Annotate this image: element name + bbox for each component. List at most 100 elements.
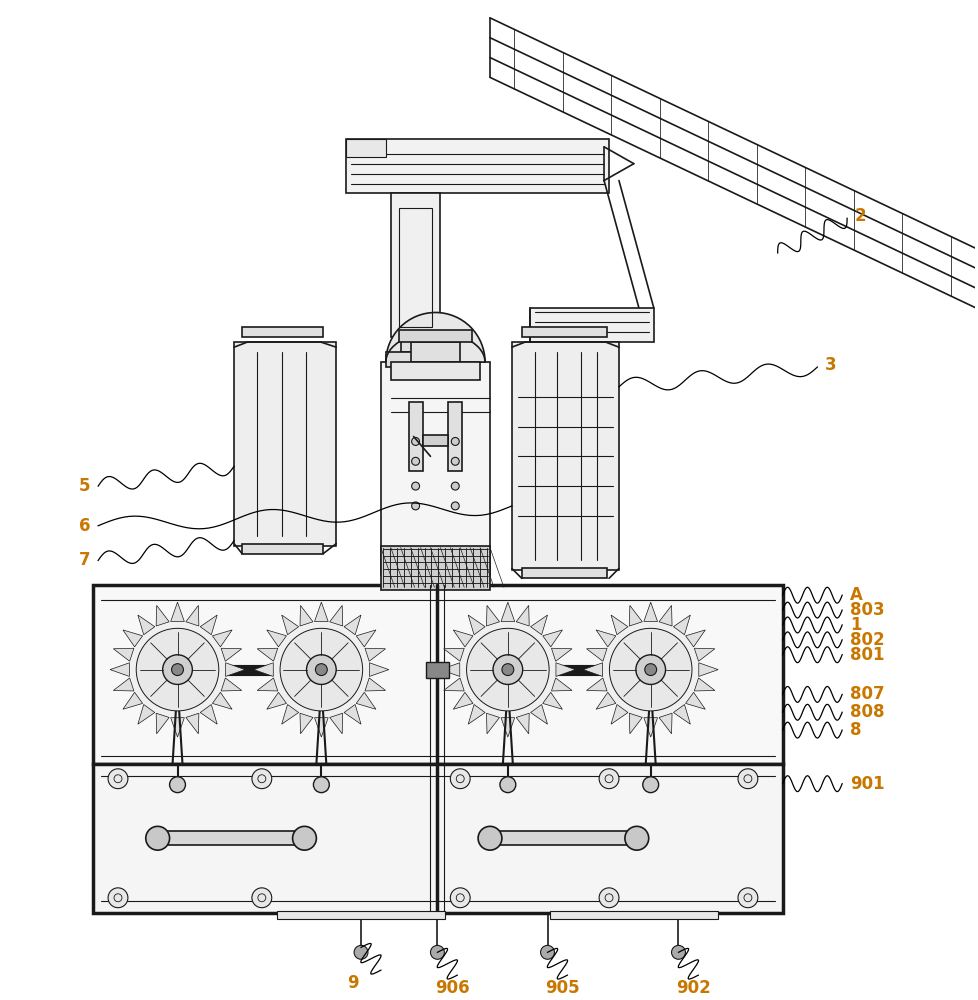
Polygon shape <box>156 605 169 626</box>
Text: 906: 906 <box>434 979 469 997</box>
Bar <box>346 139 608 193</box>
Bar <box>408 402 422 471</box>
Circle shape <box>451 502 459 510</box>
Circle shape <box>451 482 459 490</box>
Polygon shape <box>658 713 671 734</box>
Circle shape <box>500 777 515 793</box>
Text: 901: 901 <box>849 775 884 793</box>
Polygon shape <box>610 704 627 724</box>
Polygon shape <box>299 713 313 734</box>
Polygon shape <box>586 648 606 661</box>
Bar <box>385 352 445 367</box>
Polygon shape <box>586 678 606 691</box>
Polygon shape <box>110 663 129 676</box>
Bar <box>93 764 781 913</box>
Bar <box>165 664 189 676</box>
Polygon shape <box>658 605 671 626</box>
Polygon shape <box>200 615 217 635</box>
Circle shape <box>411 437 420 445</box>
Bar <box>400 334 430 352</box>
Circle shape <box>251 769 272 789</box>
Circle shape <box>313 777 329 793</box>
Polygon shape <box>644 602 657 622</box>
Polygon shape <box>515 713 529 734</box>
Polygon shape <box>314 602 328 622</box>
Polygon shape <box>186 605 199 626</box>
Polygon shape <box>596 630 615 647</box>
Polygon shape <box>343 615 361 635</box>
Polygon shape <box>551 648 571 661</box>
Circle shape <box>459 621 556 718</box>
Circle shape <box>624 826 648 850</box>
Polygon shape <box>356 692 376 709</box>
Bar <box>242 544 323 554</box>
Polygon shape <box>221 648 242 661</box>
Polygon shape <box>225 663 244 676</box>
Circle shape <box>169 777 185 793</box>
Polygon shape <box>644 718 657 737</box>
Text: 6: 6 <box>78 517 90 535</box>
Bar <box>390 362 479 380</box>
Bar <box>234 342 335 546</box>
Bar <box>380 546 490 590</box>
Circle shape <box>599 769 618 789</box>
Bar <box>448 402 462 471</box>
Polygon shape <box>542 692 561 709</box>
Circle shape <box>601 621 698 718</box>
Text: 7: 7 <box>78 551 90 569</box>
Bar <box>398 330 471 342</box>
Circle shape <box>315 664 327 676</box>
Circle shape <box>540 945 554 959</box>
Bar <box>309 664 333 676</box>
Polygon shape <box>330 713 342 734</box>
Text: 902: 902 <box>675 979 710 997</box>
Wedge shape <box>385 312 484 362</box>
Polygon shape <box>440 663 460 676</box>
Circle shape <box>162 655 192 684</box>
Polygon shape <box>673 704 689 724</box>
Text: 8: 8 <box>849 721 861 739</box>
Circle shape <box>450 769 469 789</box>
Bar <box>93 585 781 764</box>
Polygon shape <box>583 663 602 676</box>
Bar <box>511 342 618 570</box>
Circle shape <box>608 628 691 711</box>
Polygon shape <box>212 692 232 709</box>
Circle shape <box>273 621 370 718</box>
Polygon shape <box>156 713 169 734</box>
Polygon shape <box>542 630 561 647</box>
Text: 803: 803 <box>849 601 884 619</box>
Bar <box>422 435 448 446</box>
Circle shape <box>737 888 757 908</box>
Polygon shape <box>123 630 143 647</box>
Polygon shape <box>138 704 155 724</box>
Polygon shape <box>685 630 704 647</box>
Polygon shape <box>596 692 615 709</box>
Polygon shape <box>501 602 514 622</box>
Text: 802: 802 <box>849 631 884 649</box>
Text: 807: 807 <box>849 685 884 703</box>
Polygon shape <box>267 630 287 647</box>
Circle shape <box>129 621 226 718</box>
Polygon shape <box>610 615 627 635</box>
Text: 3: 3 <box>824 356 836 374</box>
Bar <box>425 662 449 678</box>
Polygon shape <box>299 605 313 626</box>
Polygon shape <box>530 704 547 724</box>
Bar <box>380 362 490 575</box>
Circle shape <box>146 826 169 850</box>
Polygon shape <box>551 678 571 691</box>
Polygon shape <box>693 648 714 661</box>
Polygon shape <box>267 692 287 709</box>
Circle shape <box>108 769 128 789</box>
Circle shape <box>411 502 420 510</box>
Polygon shape <box>453 630 472 647</box>
Polygon shape <box>186 713 199 734</box>
Circle shape <box>467 628 549 711</box>
Polygon shape <box>629 713 642 734</box>
Circle shape <box>280 628 362 711</box>
Polygon shape <box>467 704 485 724</box>
Circle shape <box>451 437 459 445</box>
Polygon shape <box>556 663 575 676</box>
Polygon shape <box>200 704 217 724</box>
